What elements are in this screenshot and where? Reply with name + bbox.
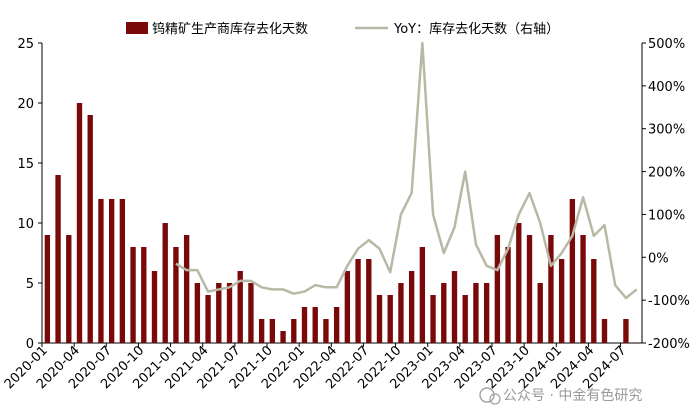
bar bbox=[108, 199, 115, 343]
bar bbox=[526, 235, 533, 343]
wechat-icon bbox=[479, 387, 495, 403]
left-tick-label: 25 bbox=[17, 37, 34, 52]
bar bbox=[98, 199, 104, 343]
bar bbox=[569, 199, 576, 343]
bar bbox=[226, 283, 233, 343]
legend-bar-swatch bbox=[126, 22, 148, 34]
bar bbox=[408, 271, 415, 343]
bar bbox=[141, 247, 147, 343]
bar bbox=[248, 283, 254, 343]
bar bbox=[280, 331, 286, 343]
right-tick-label: 200% bbox=[648, 166, 685, 181]
bar bbox=[558, 259, 565, 343]
bar bbox=[66, 235, 72, 343]
left-tick-label: 5 bbox=[26, 277, 34, 292]
right-tick-label: 400% bbox=[648, 80, 685, 95]
bar bbox=[516, 223, 522, 343]
bar bbox=[216, 283, 222, 343]
bar bbox=[473, 283, 479, 343]
bar bbox=[366, 259, 372, 343]
legend-bar-label: 钨精矿生产商库存去化天数 bbox=[152, 21, 308, 37]
legend-line-label: YoY：库存去化天数（右轴） bbox=[393, 21, 559, 37]
bar bbox=[194, 283, 201, 343]
bar bbox=[151, 271, 158, 343]
bar bbox=[291, 319, 297, 343]
bar bbox=[130, 247, 136, 343]
bar bbox=[173, 247, 179, 343]
bar bbox=[430, 295, 436, 343]
bar bbox=[333, 307, 340, 343]
wechat-icon-bubble bbox=[489, 393, 501, 405]
bar bbox=[312, 307, 318, 343]
left-tick-label: 20 bbox=[17, 97, 34, 112]
bar bbox=[344, 271, 351, 343]
bar bbox=[580, 235, 586, 343]
bar bbox=[376, 295, 383, 343]
bar bbox=[323, 319, 329, 343]
bar bbox=[462, 295, 468, 343]
bar bbox=[419, 247, 426, 343]
watermark-text: 公众号 · 中金有色研究 bbox=[503, 387, 642, 404]
bar bbox=[237, 271, 243, 343]
bar bbox=[494, 235, 501, 343]
bar bbox=[183, 235, 190, 343]
line-series bbox=[175, 41, 638, 300]
watermark: 公众号 · 中金有色研究 bbox=[479, 387, 642, 405]
bar bbox=[269, 319, 276, 343]
left-tick-label: 15 bbox=[17, 157, 34, 172]
right-tick-label: -100% bbox=[648, 294, 690, 309]
bar bbox=[44, 235, 51, 343]
right-tick-label: 100% bbox=[648, 208, 685, 223]
legend: 钨精矿生产商库存去化天数 YoY：库存去化天数（右轴） bbox=[126, 21, 559, 37]
bar bbox=[387, 295, 393, 343]
bar bbox=[483, 283, 490, 343]
left-tick-label: 10 bbox=[17, 217, 34, 232]
bar bbox=[87, 115, 93, 343]
bar bbox=[537, 283, 543, 343]
bar bbox=[55, 175, 61, 343]
bar bbox=[258, 319, 265, 343]
left-tick-label: 0 bbox=[26, 337, 34, 352]
bar bbox=[205, 295, 211, 343]
x-axis-ticks: 2020-012020-042020-072020-102021-012021-… bbox=[2, 343, 629, 392]
bar bbox=[601, 319, 608, 343]
bar bbox=[451, 271, 458, 343]
right-tick-label: 500% bbox=[648, 37, 685, 52]
bar-series bbox=[44, 103, 629, 343]
yoy-line bbox=[175, 41, 638, 300]
left-axis-ticks: 0 5 10 15 20 25 bbox=[17, 37, 42, 352]
bar bbox=[441, 283, 447, 343]
bar bbox=[301, 307, 308, 343]
bar bbox=[119, 199, 126, 343]
bar bbox=[76, 103, 83, 343]
bar bbox=[623, 319, 629, 343]
bar bbox=[162, 223, 168, 343]
bar bbox=[548, 235, 554, 343]
right-tick-label: 0% bbox=[648, 251, 669, 266]
right-axis-ticks: -200% -100% 0% 100% 200% 300% 400% 500% bbox=[642, 37, 690, 352]
bar bbox=[591, 259, 597, 343]
right-tick-label: -200% bbox=[648, 337, 690, 352]
bar bbox=[505, 247, 511, 343]
bar bbox=[355, 259, 361, 343]
bar bbox=[398, 283, 404, 343]
right-tick-label: 300% bbox=[648, 123, 685, 138]
